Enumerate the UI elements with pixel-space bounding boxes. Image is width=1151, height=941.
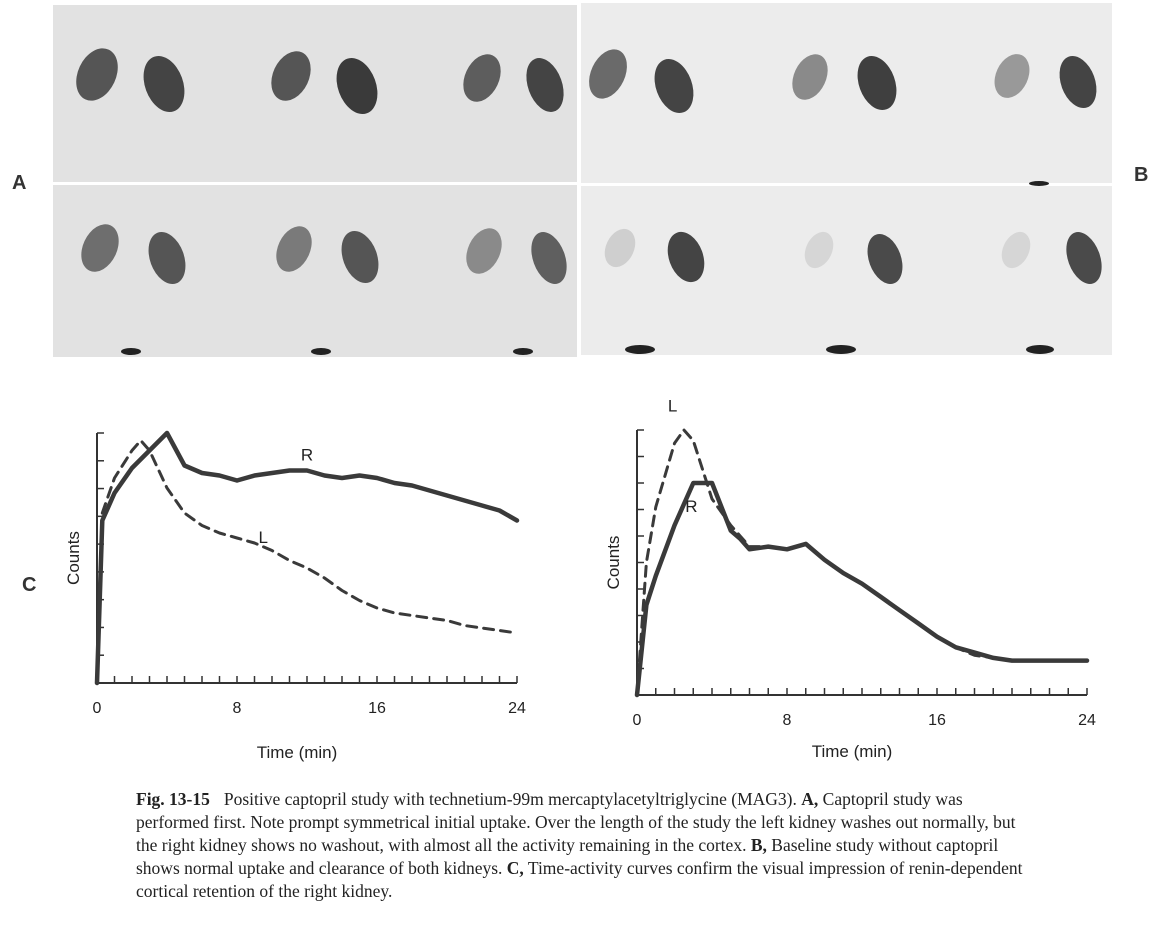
- x-tick-label: 24: [508, 700, 526, 717]
- caption-b-text: Baseline study without captopril shows n…: [136, 835, 999, 878]
- kidney-image: [456, 48, 508, 108]
- kidney-image: [996, 227, 1036, 273]
- caption-a-text: Captopril study was performed first. Not…: [136, 789, 1016, 855]
- kidney-image: [263, 44, 319, 108]
- kidney-image: [581, 43, 635, 105]
- kidney-image: [647, 53, 701, 119]
- x-tick-label: 16: [368, 700, 386, 717]
- bladder-image: [513, 348, 533, 355]
- series-annotation-l: L: [259, 528, 268, 547]
- x-tick-label: 8: [783, 712, 792, 729]
- kidney-image: [861, 229, 909, 289]
- series-annotation-r: R: [685, 497, 697, 516]
- series-line-r: [634, 480, 1090, 698]
- bladder-image: [1026, 345, 1054, 354]
- scan-divider: [53, 182, 577, 185]
- scan-panel-a: [53, 5, 577, 357]
- figure-number: Fig. 13-15: [136, 789, 210, 809]
- caption-c-label: C,: [506, 858, 524, 878]
- figure-caption: Fig. 13-15 Positive captopril study with …: [136, 788, 1036, 903]
- kidney-image: [68, 41, 126, 108]
- caption-title: Positive captopril study with technetium…: [223, 789, 797, 809]
- kidney-image: [74, 218, 126, 278]
- time-activity-chart-baseline: 0 8 16 24 Time (min) Counts L R: [604, 396, 1096, 761]
- series-line-r: [94, 430, 520, 686]
- bladder-image: [311, 348, 331, 355]
- kidney-image: [785, 48, 835, 106]
- kidney-image: [459, 222, 509, 280]
- panel-label-c: C: [22, 574, 37, 596]
- bladder-image: [121, 348, 141, 355]
- panel-label-a: A: [12, 172, 27, 194]
- time-activity-chart-captopril: 0 8 16 24 Time (min) Counts R L: [64, 430, 526, 762]
- caption-a-label: A,: [801, 789, 819, 809]
- caption-c-text: Time-activity curves confirm the visual …: [136, 858, 1023, 901]
- kidney-image: [799, 227, 839, 273]
- kidney-image: [136, 50, 192, 118]
- kidney-image: [141, 226, 193, 290]
- kidney-image: [598, 223, 642, 273]
- y-axis-label: Counts: [604, 536, 623, 590]
- kidney-image: [850, 50, 904, 116]
- kidney-image: [334, 225, 386, 289]
- caption-b-label: B,: [750, 835, 767, 855]
- x-tick-label: 16: [928, 712, 946, 729]
- series-line-l: [635, 428, 995, 697]
- x-axis-label: Time (min): [812, 742, 893, 761]
- series-line-l: [95, 439, 519, 685]
- x-tick-label: 0: [93, 700, 102, 717]
- x-tick-label: 8: [233, 700, 242, 717]
- kidney-image: [269, 220, 319, 278]
- kidney-image: [661, 226, 711, 288]
- y-axis-label: Counts: [64, 531, 83, 585]
- x-tick-label: 0: [633, 712, 642, 729]
- kidney-image: [987, 48, 1037, 104]
- scan-divider: [581, 183, 1112, 186]
- kidney-image: [1052, 50, 1104, 114]
- x-axis-label: Time (min): [257, 743, 338, 762]
- scan-panel-b: [581, 3, 1112, 355]
- bladder-image: [1029, 181, 1049, 186]
- kidney-image: [524, 227, 574, 289]
- kidney-image: [1059, 227, 1109, 289]
- series-annotation-r: R: [301, 446, 313, 465]
- kidney-image: [519, 52, 571, 118]
- bladder-image: [625, 345, 655, 354]
- kidney-image: [329, 52, 385, 120]
- bladder-image: [826, 345, 856, 354]
- x-tick-label: 24: [1078, 712, 1096, 729]
- panel-label-b: B: [1134, 164, 1149, 186]
- series-annotation-l: L: [668, 396, 677, 415]
